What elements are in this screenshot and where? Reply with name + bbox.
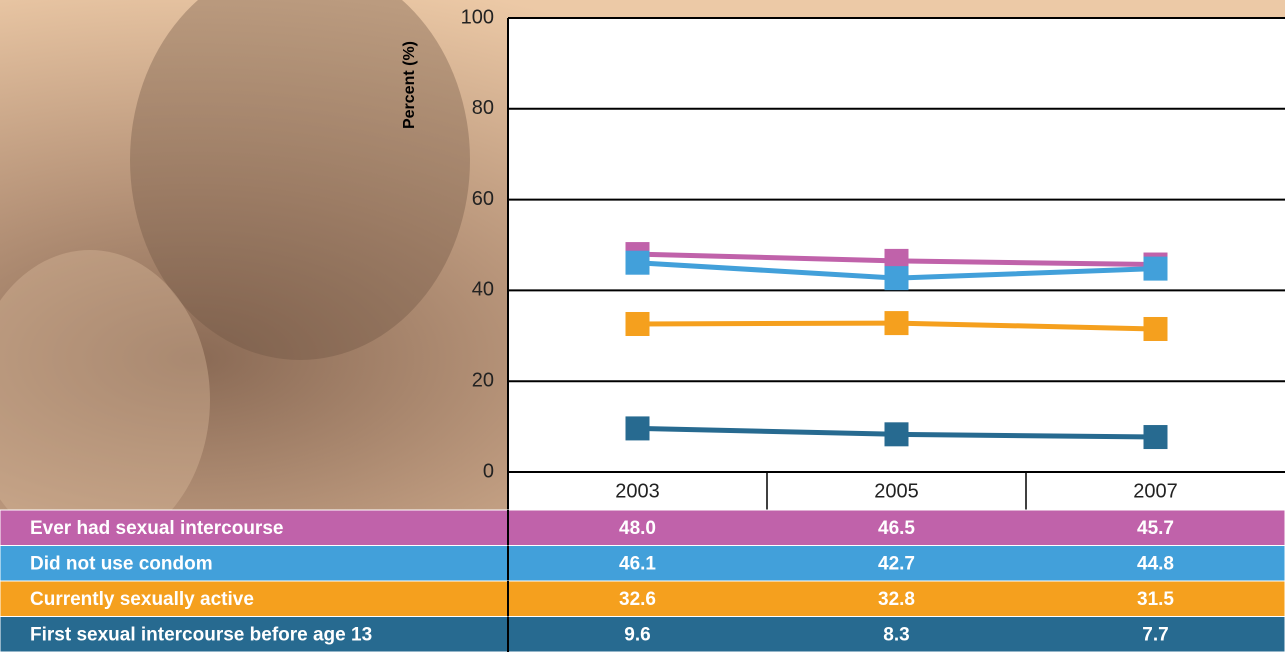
marker bbox=[625, 416, 650, 441]
x-tick-label: 2005 bbox=[874, 480, 919, 502]
table-value: 32.8 bbox=[878, 589, 915, 610]
table-value: 46.5 bbox=[878, 518, 915, 539]
table-value: 32.6 bbox=[619, 589, 656, 610]
plot-area bbox=[508, 18, 1285, 472]
table-value: 46.1 bbox=[619, 553, 656, 574]
table-value: 9.6 bbox=[624, 624, 650, 645]
table-value: 42.7 bbox=[878, 553, 915, 574]
x-tick-label: 2003 bbox=[615, 480, 660, 502]
legend-label: Currently sexually active bbox=[30, 589, 254, 610]
table-value: 44.8 bbox=[1137, 553, 1174, 574]
x-axis-row bbox=[508, 472, 1285, 510]
table-value: 31.5 bbox=[1137, 589, 1174, 610]
y-tick-label: 20 bbox=[472, 369, 494, 391]
photo-shape bbox=[0, 250, 210, 550]
y-axis-label: Percent (%) bbox=[401, 41, 418, 129]
marker bbox=[625, 311, 650, 336]
table-row bbox=[0, 545, 1285, 582]
marker bbox=[884, 266, 909, 291]
table-value: 48.0 bbox=[619, 518, 656, 539]
table-value: 7.7 bbox=[1142, 624, 1168, 645]
marker bbox=[1143, 256, 1168, 281]
table-row bbox=[0, 580, 1285, 617]
table-row bbox=[0, 616, 1285, 653]
y-tick-label: 60 bbox=[472, 188, 494, 210]
y-tick-label: 100 bbox=[461, 6, 494, 28]
marker bbox=[884, 422, 909, 447]
table-value: 45.7 bbox=[1137, 518, 1174, 539]
x-tick-label: 2007 bbox=[1133, 480, 1178, 502]
y-tick-label: 0 bbox=[483, 460, 494, 482]
marker bbox=[1143, 425, 1168, 450]
legend-label: Did not use condom bbox=[30, 553, 213, 574]
legend-label: First sexual intercourse before age 13 bbox=[30, 624, 372, 645]
y-tick-label: 40 bbox=[472, 279, 494, 301]
marker bbox=[1143, 316, 1168, 341]
table-value: 8.3 bbox=[883, 624, 909, 645]
legend-label: Ever had sexual intercourse bbox=[30, 518, 283, 539]
photo-shape bbox=[130, 0, 470, 360]
y-tick-label: 80 bbox=[472, 97, 494, 119]
marker bbox=[884, 311, 909, 336]
marker bbox=[625, 250, 650, 275]
